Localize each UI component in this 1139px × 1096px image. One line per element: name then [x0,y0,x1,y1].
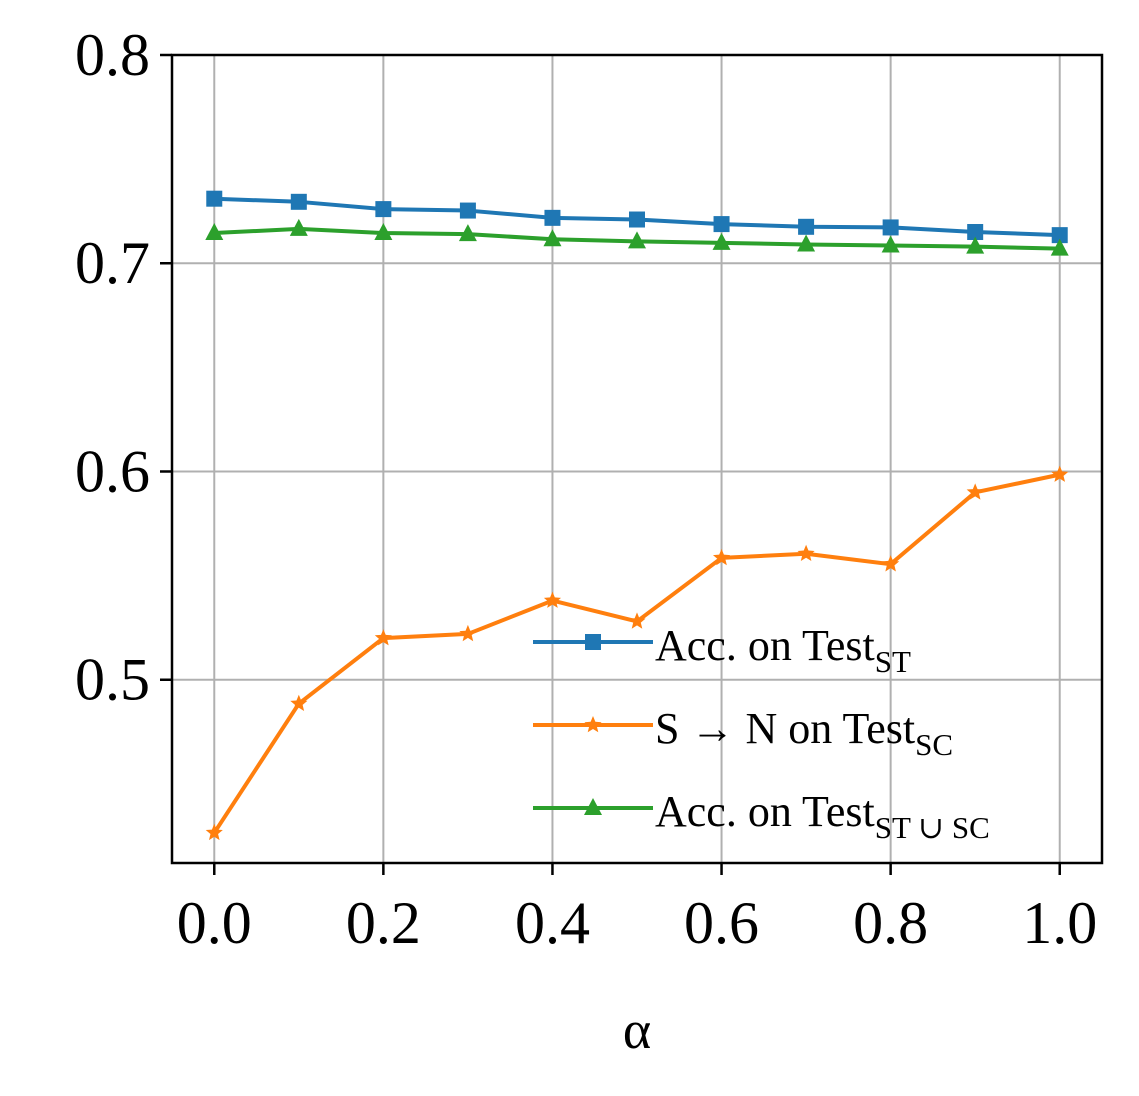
data-point-stsc [543,229,562,247]
data-point-stsc [374,223,393,241]
x-tick-label: 0.2 [346,890,421,956]
x-tick-label: 0.4 [515,890,590,956]
data-point-st [459,202,476,219]
data-point-sn [543,591,562,608]
y-tick-label: 0.8 [75,22,150,88]
data-point-st [629,211,645,228]
series-stsc [205,218,1069,256]
legend-item-stsc: Acc. on TestST ∪ SC [533,787,990,845]
data-point-st [1051,227,1068,244]
series-line-sn [212,472,1061,834]
series-st [206,190,1068,244]
legend-item-sn: S → N on TestSC [533,704,953,762]
data-point-st [713,216,730,233]
legend-label-subscript: ST [875,644,911,679]
data-point-sn [374,629,392,646]
data-point-sn [1051,465,1069,482]
data-point-sn [205,823,223,841]
legend-label-subscript: ST ∪ SC [875,810,990,845]
x-tick-label: 0.0 [177,890,252,956]
series-layer [205,190,1069,841]
legend-label-subscript: SC [915,727,953,762]
x-axis-label: α [623,1000,651,1060]
legend-label-main: S → N on Test [655,704,915,753]
data-point-sn [628,612,646,629]
data-point-st [798,218,815,235]
legend-label-main: Acc. on Test [655,787,875,836]
legend-label-st: Acc. on TestST [655,621,911,679]
data-point-stsc [1050,238,1069,256]
data-point-stsc [628,231,646,249]
axis-ticks: 0.0 0.2 0.4 0.6 0.8 1.0 0.5 0.6 0.7 0.8 [75,22,1097,956]
y-tick-label: 0.5 [75,647,150,713]
series-sn [205,465,1069,841]
data-point-st [290,193,307,210]
grid-lines [172,54,1102,863]
legend-label-sn: S → N on TestSC [655,704,953,762]
data-point-st [544,209,561,226]
legend-marker-stsc [584,798,602,815]
data-point-sn [459,624,477,642]
data-point-stsc [289,218,308,236]
y-tick-label: 0.7 [75,230,150,296]
data-point-stsc [205,223,224,241]
data-point-sn [712,548,731,566]
y-tick-label: 0.6 [75,438,150,504]
data-point-sn [290,694,308,711]
data-point-st [375,201,392,218]
legend-label-main: Acc. on Test [655,621,875,670]
data-point-stsc [797,234,816,252]
legend-label-stsc: Acc. on TestST ∪ SC [655,787,990,845]
data-point-sn [882,555,900,572]
data-point-stsc [881,235,900,253]
x-tick-label: 1.0 [1022,890,1097,956]
legend-item-st: Acc. on TestST [533,621,911,679]
legend-marker-st [585,634,601,650]
data-point-st [967,224,984,241]
x-tick-label: 0.6 [684,890,759,956]
data-point-st [882,219,899,236]
data-point-stsc [712,232,731,250]
plot-frame [170,53,1104,865]
data-point-stsc [966,236,985,254]
legend-marker-sn [584,716,602,733]
x-tick-label: 0.8 [853,890,928,956]
data-point-stsc [458,224,477,242]
data-point-st [206,190,223,207]
data-point-sn [966,483,984,500]
data-point-sn [797,544,815,562]
